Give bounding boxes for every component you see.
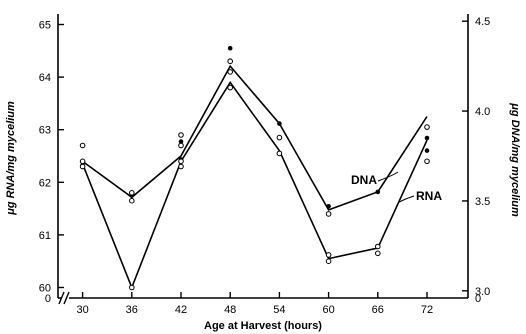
data-point-rna: [228, 59, 233, 64]
y-left-tick-label: 64: [39, 72, 51, 84]
x-tick-label: 72: [421, 304, 433, 316]
data-point-rna: [277, 151, 282, 156]
y-left-tick-label: 65: [39, 20, 51, 32]
y-right-axis-title: μg DNA/mg mycelium: [509, 102, 521, 217]
data-point-dna: [277, 121, 282, 126]
series-line-dna: [83, 66, 427, 210]
data-point-dna: [326, 204, 331, 209]
data-point-dna: [228, 46, 233, 51]
data-point-rna: [130, 198, 135, 203]
series-label-dna: DNA: [351, 173, 377, 187]
data-point-rna: [425, 159, 430, 164]
axis-break-mark: [64, 292, 69, 304]
data-point-rna: [179, 164, 184, 169]
data-point-rna: [376, 244, 381, 249]
x-tick-label: 48: [224, 304, 236, 316]
y-right-tick-label: 3.0: [475, 286, 490, 298]
data-point-rna: [277, 135, 282, 140]
y-right-tick-label: 4.5: [475, 16, 490, 28]
ticks-group: 30 36 42 48 54 60 66 72060616263646503.03.54.04…: [39, 16, 491, 316]
data-point-rna: [326, 253, 331, 258]
data-point-rna: [326, 212, 331, 217]
data-point-rna: [376, 251, 381, 256]
data-point-rna: [179, 159, 184, 164]
data-point-rna: [80, 143, 85, 148]
y-left-axis-title: μg RNA/mg mycelium: [5, 101, 17, 216]
y-right-tick-label: 4.0: [475, 106, 490, 118]
data-point-dna: [425, 148, 430, 153]
data-point-rna: [228, 70, 233, 75]
y-left-tick-label: 62: [39, 177, 51, 189]
data-point-rna: [228, 85, 233, 90]
data-point-dna: [425, 136, 430, 141]
data-point-rna: [130, 191, 135, 196]
x-axis-title: Age at Harvest (hours): [204, 320, 322, 332]
y-left-tick-label: 61: [39, 230, 51, 242]
data-point-rna: [130, 285, 135, 290]
data-point-rna: [179, 143, 184, 148]
x-tick-label: 30: [76, 304, 88, 316]
x-tick-label: 54: [273, 304, 285, 316]
y-right-tick-label: 3.5: [475, 196, 490, 208]
data-point-dna: [376, 190, 381, 195]
data-point-rna: [425, 125, 430, 130]
data-point-rna: [179, 133, 184, 138]
x-tick-label: 60: [322, 304, 334, 316]
y-left-tick-label: 0: [45, 293, 51, 305]
data-point-rna: [80, 164, 85, 169]
y-left-tick-label: 63: [39, 125, 51, 137]
series-label-rna: RNA: [416, 189, 442, 203]
x-tick-label: 66: [372, 304, 384, 316]
x-tick-label: 36: [126, 304, 138, 316]
data-point-rna: [326, 259, 331, 264]
y-left-tick-label: 60: [39, 282, 51, 294]
x-tick-label: 42: [175, 304, 187, 316]
data-point-rna: [80, 159, 85, 164]
data-points-group: [80, 46, 429, 290]
